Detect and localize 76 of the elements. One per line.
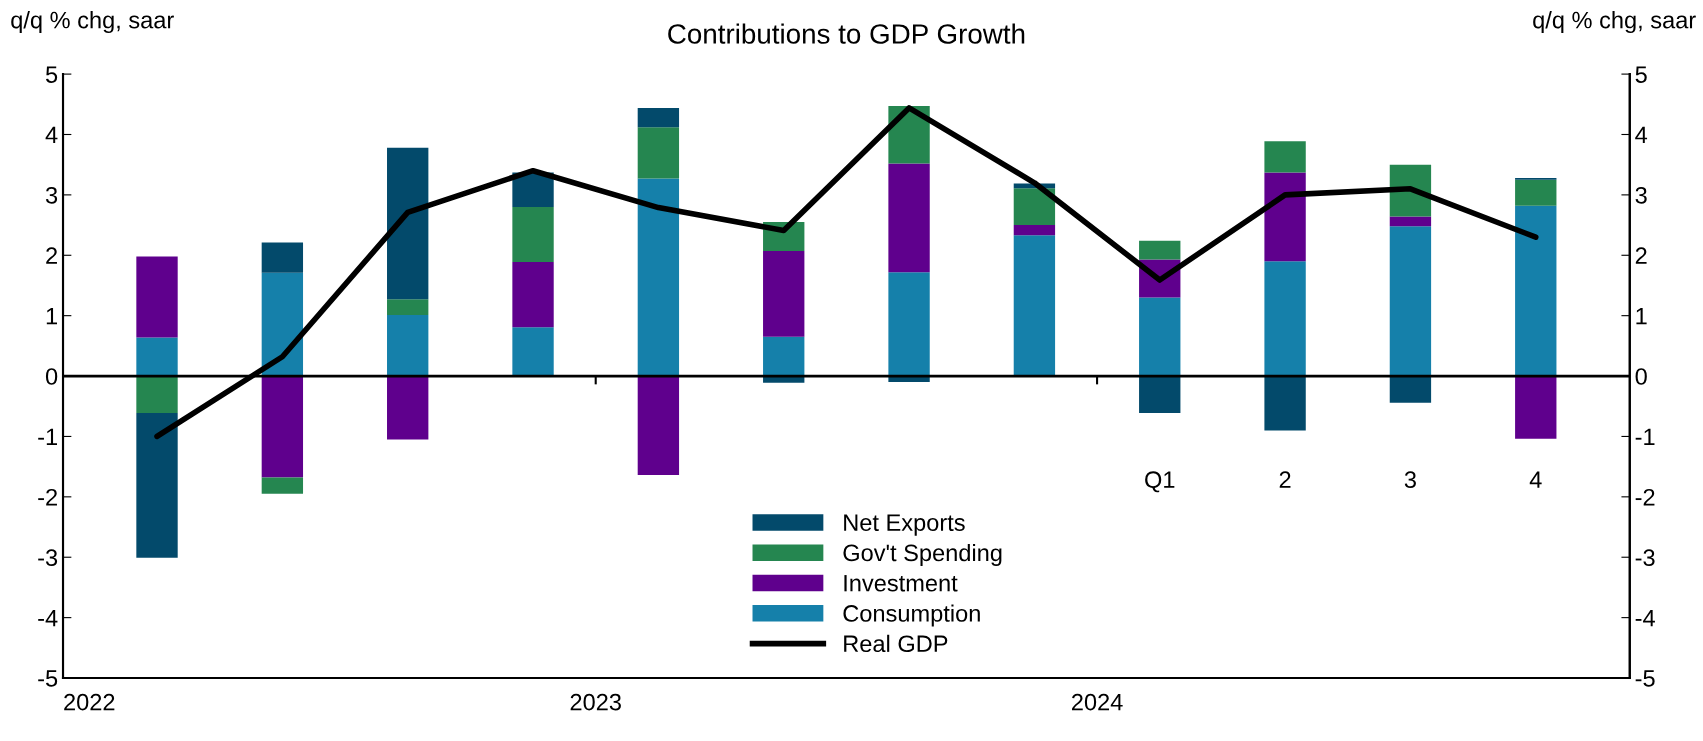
bar [888, 272, 930, 377]
bar [763, 251, 805, 337]
y-tick-label: 1 [46, 307, 57, 325]
y2-tick-label: 0 [1635, 368, 1647, 385]
text: 2024 [1072, 693, 1123, 711]
bar [1515, 205, 1557, 377]
legend-label: Net Exports [844, 514, 965, 536]
y2-axis-title: q/q % chg, saar [1533, 11, 1696, 34]
bar [261, 242, 304, 273]
legend-label: Real GDP [844, 634, 948, 653]
bar [1139, 376, 1181, 413]
bar [1264, 376, 1306, 431]
bar [512, 327, 554, 377]
x-tick-label: 4 [1529, 471, 1542, 488]
bar [1389, 216, 1432, 227]
bar [136, 337, 178, 377]
bar [637, 127, 680, 179]
y2-tick-label: 5 [1635, 66, 1647, 83]
y2-tick-label: 4 [1635, 126, 1648, 144]
y-tick-label: 3 [45, 186, 58, 204]
y-tick-label: 0 [45, 368, 58, 385]
bar [387, 315, 429, 377]
bar [261, 477, 304, 494]
legend-label: Consumption [843, 604, 980, 627]
y2-tick-label: 1 [1636, 307, 1647, 325]
x-tick-label: Q1 [1145, 471, 1175, 493]
bar [136, 256, 178, 338]
y2-tick-label: -3 [1635, 549, 1655, 567]
bar [1389, 376, 1432, 403]
bar [1264, 261, 1306, 377]
legend-label: Investment [844, 575, 958, 592]
bar [1515, 179, 1557, 206]
bar [261, 376, 304, 478]
y2-tick-label: -5 [1635, 670, 1655, 687]
chart-title: Contributions to GDP Growth [668, 23, 1025, 44]
bar [1013, 235, 1056, 377]
y2-tick-label: 2 [1635, 247, 1647, 264]
text: 2023 [570, 693, 621, 711]
bar [136, 376, 178, 413]
bar [1139, 240, 1181, 260]
bar [1389, 226, 1432, 377]
bar [1264, 141, 1306, 173]
y-tick-label: 2 [46, 247, 57, 264]
bar [512, 261, 554, 328]
bar [637, 107, 680, 128]
bar [512, 206, 554, 262]
bar [888, 163, 930, 273]
y-tick-label: 5 [45, 66, 58, 83]
x-tick-label: 3 [1404, 471, 1416, 489]
y-tick-label: -2 [38, 488, 57, 506]
y2-tick-label: -4 [1635, 609, 1655, 627]
bar [387, 299, 429, 316]
y-tick-label: -4 [38, 609, 58, 627]
bar [637, 376, 680, 476]
bar [637, 178, 680, 377]
bar [261, 272, 304, 377]
y-tick-label: -5 [38, 670, 58, 687]
bar [1264, 172, 1306, 262]
bar [387, 147, 429, 300]
bar [1139, 297, 1181, 377]
text: 2022 [64, 693, 115, 711]
y2-tick-label: -1 [1635, 428, 1655, 445]
bar [1515, 376, 1557, 439]
bar [763, 336, 805, 377]
y-tick-label: 4 [45, 126, 58, 144]
y2-tick-label: -2 [1635, 488, 1655, 506]
y2-tick-label: 3 [1635, 186, 1647, 204]
bar [1013, 188, 1056, 226]
y-tick-label: -3 [38, 549, 58, 567]
bar [387, 376, 429, 440]
x-tick-label: 2 [1279, 471, 1291, 488]
legend-label: Gov't Spending [843, 543, 1002, 566]
y-axis-title: q/q % chg, saar [11, 11, 174, 34]
y-tick-label: -1 [38, 428, 57, 445]
bar [136, 412, 178, 558]
bar [1013, 225, 1056, 236]
